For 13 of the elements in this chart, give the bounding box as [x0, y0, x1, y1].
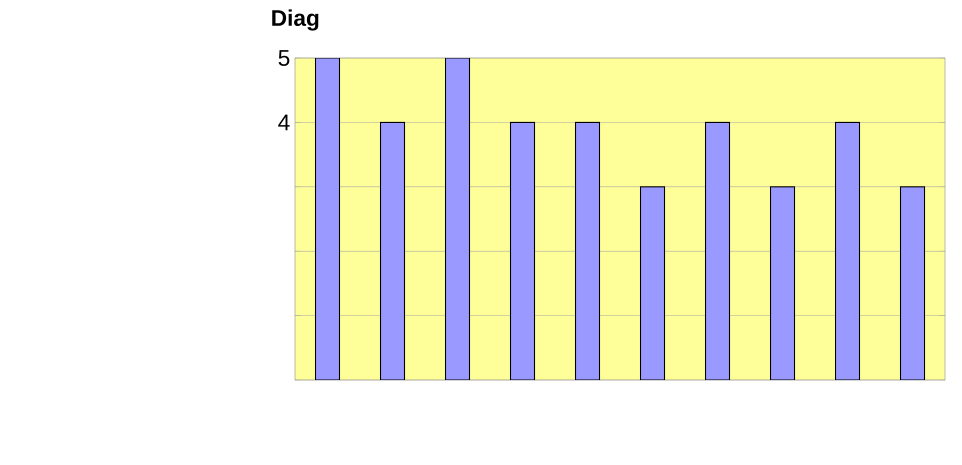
- bar: [314, 58, 340, 380]
- bar: [574, 122, 600, 380]
- bar: [444, 58, 470, 380]
- bar: [510, 122, 536, 380]
- bar: [900, 186, 926, 380]
- chart-title: Diag: [272, 9, 318, 31]
- bar: [380, 122, 406, 380]
- bar: [770, 186, 796, 380]
- bar: [834, 122, 860, 380]
- bar: [640, 186, 666, 380]
- y-tick-label: 5: [278, 50, 290, 66]
- y-tick-label: 4: [278, 114, 290, 130]
- bar: [704, 122, 730, 380]
